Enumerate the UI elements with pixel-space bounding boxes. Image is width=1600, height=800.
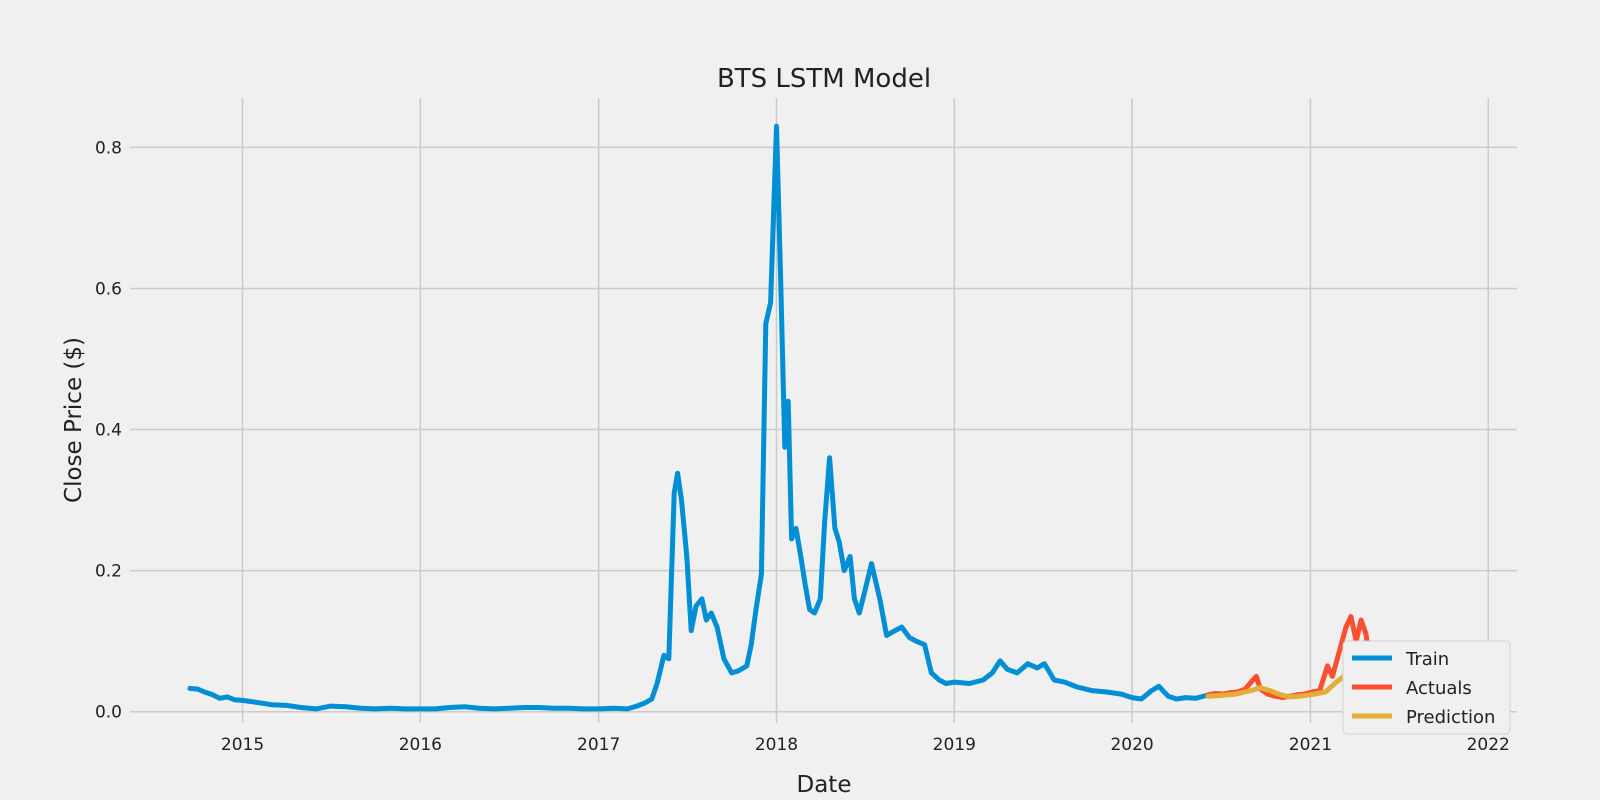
legend-label-train: Train: [1405, 649, 1449, 670]
legend: Train Actuals Prediction: [1342, 640, 1511, 735]
x-tick-label: 2019: [933, 735, 976, 755]
y-grid: [130, 146, 1517, 713]
x-tick-label: 2015: [221, 735, 264, 755]
x-tick-label: 2018: [755, 735, 798, 755]
legend-box: [1342, 640, 1511, 735]
y-tick-label: 0.8: [95, 138, 122, 158]
x-tick-label: 2020: [1110, 735, 1153, 755]
series-line-train: [187, 123, 1209, 712]
y-tick-label: 0.2: [95, 562, 122, 582]
chart-title: BTS LSTM Model: [717, 64, 931, 94]
legend-label-actuals: Actuals: [1406, 678, 1472, 699]
y-axis-label: Close Price ($): [61, 337, 87, 503]
y-tick-labels: 0.0 0.2 0.4 0.6 0.8: [95, 138, 122, 722]
y-tick-label: 0.4: [95, 421, 122, 441]
x-tick-labels: 2015 2016 2017 2018 2019 2020 2021 2022: [221, 735, 1510, 755]
x-axis-label: Date: [797, 772, 852, 798]
y-tick-label: 0.6: [95, 279, 122, 299]
x-tick-label: 2016: [399, 735, 442, 755]
legend-label-prediction: Prediction: [1406, 707, 1495, 728]
x-tick-label: 2021: [1289, 735, 1332, 755]
plot-background: [130, 98, 1517, 723]
y-tick-label: 0.0: [95, 703, 122, 723]
x-tick-label: 2017: [577, 735, 620, 755]
x-tick-label: 2022: [1467, 735, 1510, 755]
